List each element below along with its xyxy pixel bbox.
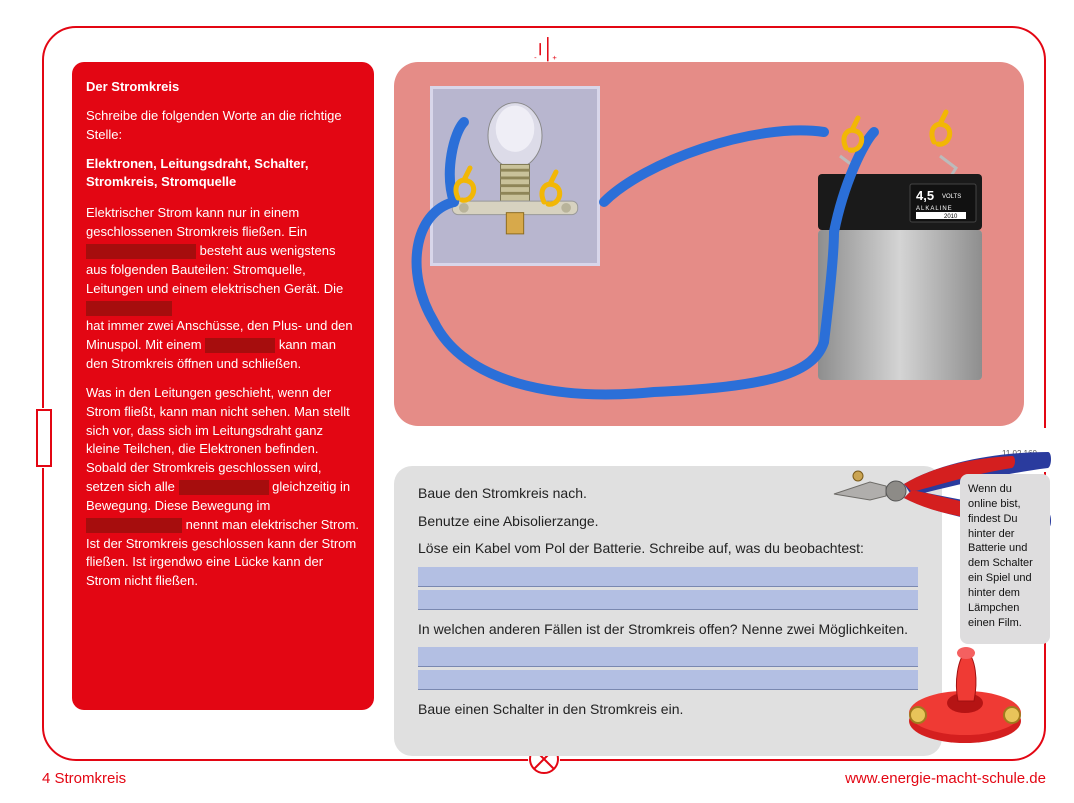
answer-line[interactable] [418,567,918,587]
exercise-line-5: Baue einen Schalter in den Stromkreis ei… [418,700,918,720]
paragraph-2: Was in den Leitungen geschieht, wenn der… [86,384,360,591]
footer-left: 4 Stromkreis [42,770,126,787]
blank-5[interactable] [86,518,182,533]
blank-4[interactable] [179,480,269,495]
exercise-line-4: In welchen anderen Fällen ist der Stromk… [418,620,918,640]
minus-label: - [534,53,537,62]
svg-text:ALKALINE: ALKALINE [916,206,953,212]
paragraph-1: Elektrischer Strom kann nur in einem ges… [86,204,360,374]
svg-text:4,5: 4,5 [916,188,934,203]
panel-title: Der Stromkreis [86,78,360,97]
instruction-panel: Der Stromkreis Schreibe die folgenden Wo… [72,62,374,710]
word-list: Elektronen, Leitungsdraht, Schalter, Str… [86,155,360,193]
page: - + Der Stromkreis Schreibe die folgende… [0,0,1074,803]
footer-right: www.energie-macht-schule.de [845,770,1046,787]
answer-block-2 [418,647,918,690]
blank-2[interactable] [86,301,172,316]
switch-illustration [900,643,1030,747]
bulb-photo [430,86,600,266]
plus-label: + [552,53,557,62]
resistor-symbol-icon [35,408,53,468]
info-bubble: Wenn du online bist, findest Du hinter d… [960,474,1050,644]
svg-text:VOLTS: VOLTS [942,194,961,200]
answer-line[interactable] [418,647,918,667]
blank-3[interactable] [205,338,275,353]
answer-line[interactable] [418,590,918,610]
panel-subtitle: Schreibe die folgenden Worte an die rich… [86,107,360,145]
blank-1[interactable] [86,244,196,259]
info-text: Wenn du online bist, findest Du hinter d… [968,483,1033,629]
battery-photo: 4,5 VOLTS ALKALINE 2010 [812,154,988,386]
answer-block-1 [418,567,918,610]
answer-line[interactable] [418,670,918,690]
exercise-line-3: Löse ein Kabel vom Pol der Batterie. Sch… [418,539,918,559]
svg-text:2010: 2010 [944,214,958,220]
circuit-illustration: 4,5 VOLTS ALKALINE 2010 [394,62,1024,426]
